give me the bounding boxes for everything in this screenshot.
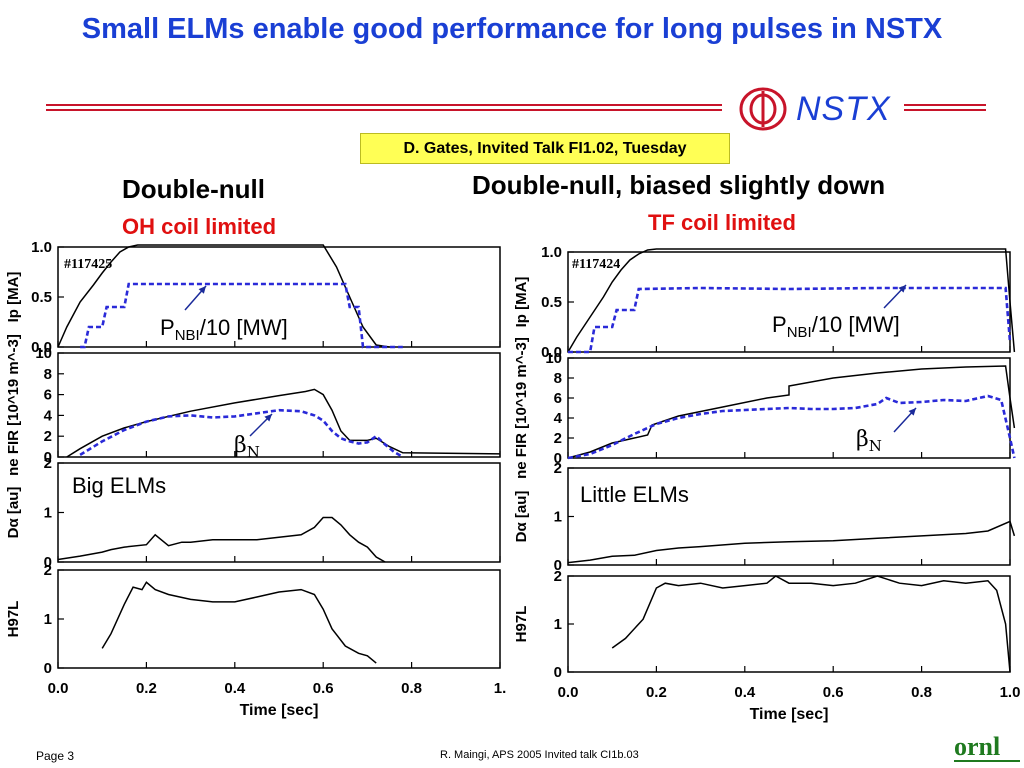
right-panel-3-ylabel: H97L — [513, 606, 530, 643]
title-rule-right-2 — [904, 109, 986, 111]
right-xtick-label: 0.4 — [734, 684, 756, 701]
right-panel-1-ytick-label: 0 — [554, 450, 562, 467]
left-arrowhead-1 — [264, 414, 272, 422]
ornl-logo-icon: ornl — [954, 733, 1020, 762]
right-arrowhead-0 — [898, 285, 906, 293]
left-panel-1-series-1 — [79, 408, 404, 459]
right-panel-2-series-0 — [567, 520, 1016, 564]
left-xtick-label: 0.0 — [48, 680, 69, 697]
left-panel-1-ytick-label: 10 — [35, 345, 52, 362]
citation-box: D. Gates, Invited Talk FI1.02, Tuesday — [360, 133, 730, 164]
right-panel-3-ytick-label: 0 — [554, 664, 562, 681]
left-panel-1-series-0 — [66, 388, 501, 458]
left-panel-2-ytick-label: 1 — [44, 505, 52, 522]
right-panel-2-ytick-label: 1 — [554, 509, 562, 526]
left-subheading: OH coil limited — [122, 214, 277, 239]
right-panel-3-ytick-label: 1 — [554, 616, 562, 633]
right-panel-2-ylabel: Dα [au] — [513, 491, 530, 543]
right-panel-1-ytick-label: 8 — [554, 370, 562, 387]
title-rule-right — [904, 104, 986, 106]
right-panel-0-ylabel: Ip [MA] — [513, 277, 530, 328]
right-subheading: TF coil limited — [648, 210, 796, 235]
left-panel-1-ytick-label: 4 — [44, 407, 53, 424]
left-panel-2-ylabel: Dα [au] — [5, 487, 22, 539]
left-panel-0-series-0 — [57, 244, 390, 348]
left-panel-1-ytick-label: 2 — [44, 428, 52, 445]
svg-text:ornl: ornl — [954, 733, 1000, 761]
left-heading: Double-null — [122, 174, 265, 204]
title-rule-left-2 — [46, 109, 722, 111]
right-panel-1-frame — [567, 357, 1011, 459]
right-xlabel: Time [sec] — [750, 706, 829, 723]
left-panel-3-ytick-label: 1 — [44, 611, 52, 628]
right-panel-0-series-1 — [568, 286, 1012, 354]
left-panel-2-ytick-label: 0 — [44, 554, 52, 571]
right-panel-1-ylabel: ne FIR [10^19 m^-3] — [513, 337, 530, 479]
right-panel-1-ytick-label: 6 — [554, 390, 562, 407]
left-elm-annotation: Big ELMs — [72, 473, 166, 498]
left-xtick-label: 0.8 — [401, 680, 422, 697]
left-xtick-label: 0.2 — [136, 680, 157, 697]
footer-citation: R. Maingi, APS 2005 Invited talk CI1b.03 — [440, 749, 639, 761]
right-xtick-label: 0.6 — [823, 684, 844, 701]
left-panel-0-ytick-label: 0.0 — [31, 339, 52, 356]
left-beta-annotation: βN — [234, 433, 260, 461]
left-panel-1-ylabel: ne FIR [10^19 m^-3] — [5, 334, 22, 476]
right-panel-0-ytick-label: 0.5 — [541, 294, 562, 311]
left-xtick-label: 0.4 — [224, 680, 246, 697]
right-panel-1-ytick-label: 10 — [545, 350, 562, 367]
left-panel-2-series-0 — [57, 516, 386, 563]
left-panel-3-frame — [57, 569, 501, 669]
right-panel-3-series-0 — [611, 575, 1011, 673]
right-panel-2-ytick-label: 0 — [554, 557, 562, 574]
left-panel-0-ytick-label: 1.0 — [31, 239, 52, 256]
right-panel-1-series-1 — [567, 394, 1016, 460]
right-panel-3-ytick-label: 2 — [554, 568, 562, 585]
right-elm-annotation: Little ELMs — [580, 482, 689, 507]
right-panel-1-ytick-label: 2 — [554, 430, 562, 447]
right-arrowhead-1 — [908, 408, 916, 416]
page-number: Page 3 — [36, 749, 75, 763]
right-pnbi-annotation: PNBI/10 [MW] — [772, 312, 900, 341]
left-panel-1-ytick-label: 0 — [44, 449, 52, 466]
left-pnbi-annotation: PNBI/10 [MW] — [160, 315, 288, 344]
right-panel-1-series-0 — [567, 365, 1016, 459]
left-panel-2-ytick-label: 2 — [44, 455, 52, 472]
left-panel-0-series-1 — [80, 282, 403, 349]
right-panel-3-frame — [567, 575, 1011, 673]
right-panel-0-series-0 — [567, 248, 1016, 353]
left-panel-3-ylabel: H97L — [5, 601, 22, 638]
right-shot-number: #117424 — [572, 257, 620, 272]
left-shot-number: #117425 — [64, 257, 112, 272]
left-panel-1-frame — [57, 352, 501, 458]
right-heading: Double-null, biased slightly down — [472, 170, 886, 200]
right-xtick-label: 0.8 — [911, 684, 932, 701]
right-panel-0-ytick-label: 1.0 — [541, 244, 562, 261]
left-arrowhead-0 — [198, 286, 206, 294]
right-panel-0-ytick-label: 0.0 — [541, 344, 562, 361]
left-panel-3-series-0 — [101, 581, 377, 664]
left-panel-3-ytick-label: 2 — [44, 562, 52, 579]
right-xtick-label: 1.0 — [1000, 684, 1021, 701]
left-xtick-label: 0.6 — [313, 680, 334, 697]
left-xlabel: Time [sec] — [240, 702, 319, 719]
left-panel-3-ytick-label: 0 — [44, 660, 52, 677]
slide-title: Small ELMs enable good performance for l… — [81, 13, 943, 45]
left-panel-1-ytick-label: 6 — [44, 387, 52, 404]
title-rule-left — [46, 104, 722, 106]
left-panel-0-ylabel: Ip [MA] — [5, 272, 22, 323]
left-panel-0-ytick-label: 0.5 — [31, 289, 52, 306]
left-panel-1-ytick-label: 8 — [44, 366, 52, 383]
left-xtick-label: 1. — [494, 680, 507, 697]
right-beta-annotation: βN — [856, 427, 882, 455]
right-xtick-label: 0.0 — [558, 684, 579, 701]
nstx-logo-text: NSTX — [796, 90, 891, 128]
right-xtick-label: 0.2 — [646, 684, 667, 701]
right-panel-2-ytick-label: 2 — [554, 460, 562, 477]
nstx-logo-icon — [739, 87, 787, 131]
right-panel-1-ytick-label: 4 — [554, 410, 563, 427]
